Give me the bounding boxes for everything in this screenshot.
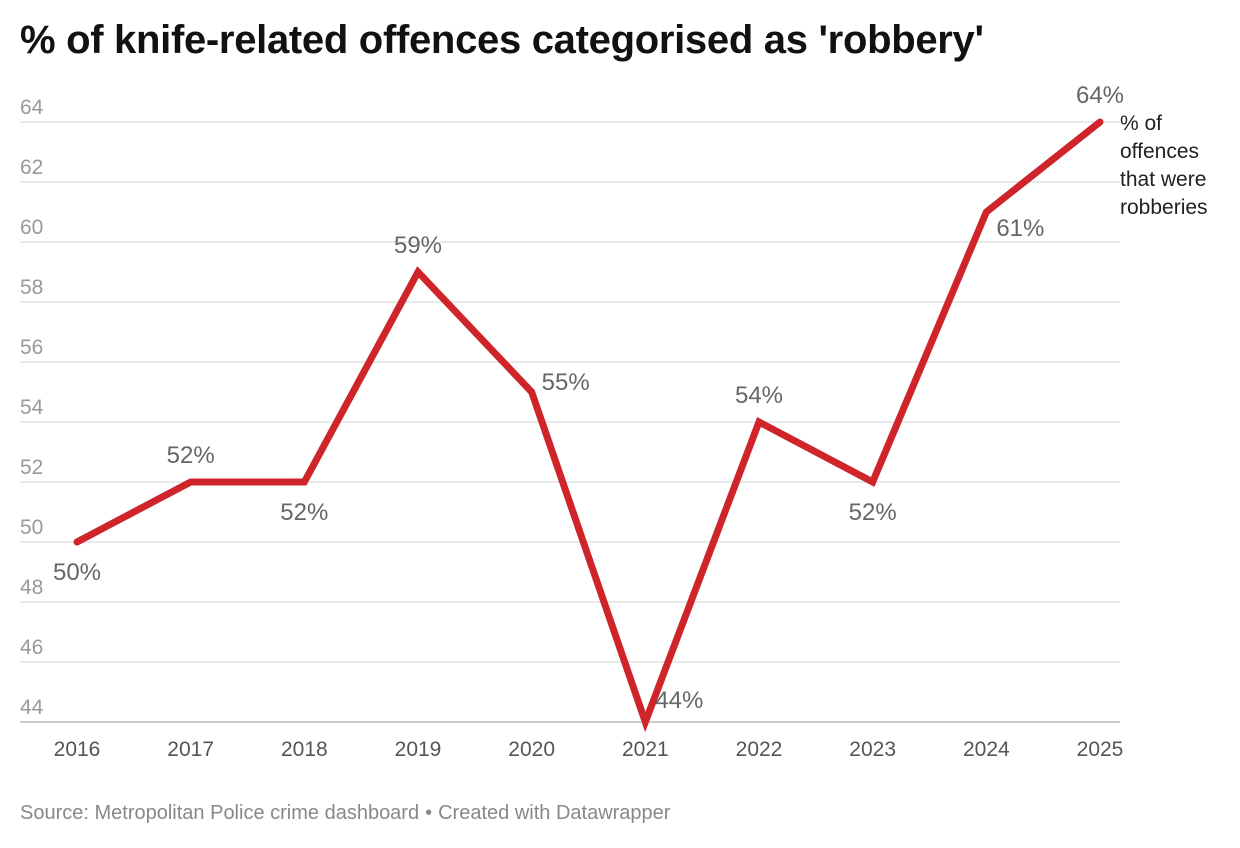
credit-text: Created with Datawrapper xyxy=(438,802,671,824)
x-tick-label: 2017 xyxy=(167,738,214,761)
x-tick-label: 2021 xyxy=(622,738,669,761)
y-tick-label: 54 xyxy=(20,396,44,419)
y-axis-ticks: 44 46 48 50 52 54 56 58 60 62 64 xyxy=(20,96,44,719)
data-point xyxy=(983,209,989,215)
data-label: 64% xyxy=(1076,82,1124,109)
y-tick-label: 46 xyxy=(20,636,43,659)
data-label: 52% xyxy=(280,499,328,526)
y-tick-label: 52 xyxy=(20,456,43,479)
data-label: 44% xyxy=(655,687,703,714)
gridlines xyxy=(20,121,1120,723)
data-point xyxy=(1097,119,1103,125)
data-point xyxy=(301,479,307,485)
legend-line: that were xyxy=(1120,168,1206,191)
data-point xyxy=(74,539,80,545)
legend-line: % of xyxy=(1120,112,1162,135)
series-legend: % of offences that were robberies xyxy=(1120,112,1208,219)
data-label: 61% xyxy=(996,215,1044,242)
y-tick-label: 50 xyxy=(20,516,43,539)
data-point xyxy=(870,479,876,485)
y-tick-label: 64 xyxy=(20,96,44,119)
data-labels: 50% 52% 52% 59% 55% 44% 54% 52% 61% 64% xyxy=(53,82,1124,714)
data-point xyxy=(529,389,535,395)
x-tick-label: 2025 xyxy=(1077,738,1124,761)
data-point xyxy=(756,419,762,425)
data-point xyxy=(642,719,648,725)
series-line xyxy=(73,118,1104,733)
separator: • xyxy=(425,802,433,824)
y-tick-label: 44 xyxy=(20,696,44,719)
x-tick-label: 2024 xyxy=(963,738,1010,761)
x-axis-ticks: 2016 2017 2018 2019 2020 2021 2022 2023 2024 2025 xyxy=(54,738,1124,761)
legend-line: offences xyxy=(1120,140,1199,163)
y-tick-label: 62 xyxy=(20,156,43,179)
x-tick-label: 2019 xyxy=(395,738,442,761)
y-tick-label: 60 xyxy=(20,216,43,239)
y-tick-label: 56 xyxy=(20,336,43,359)
x-tick-label: 2023 xyxy=(849,738,896,761)
data-point xyxy=(188,479,194,485)
data-point xyxy=(415,269,421,275)
data-label: 54% xyxy=(735,382,783,409)
x-tick-label: 2020 xyxy=(508,738,555,761)
data-label: 50% xyxy=(53,559,101,586)
source-text: Source: Metropolitan Police crime dashbo… xyxy=(20,802,420,824)
y-tick-label: 58 xyxy=(20,276,43,299)
x-tick-label: 2018 xyxy=(281,738,328,761)
data-label: 59% xyxy=(394,232,442,259)
x-tick-label: 2016 xyxy=(54,738,101,761)
series-group xyxy=(73,118,1104,733)
data-label: 52% xyxy=(849,499,897,526)
source-footer: Source: Metropolitan Police crime dashbo… xyxy=(20,802,670,825)
data-label: 52% xyxy=(167,442,215,469)
data-label: 55% xyxy=(542,369,590,396)
legend-line: robberies xyxy=(1120,196,1208,219)
chart-title: % of knife-related offences categorised … xyxy=(20,18,984,62)
y-tick-label: 48 xyxy=(20,576,43,599)
x-tick-label: 2022 xyxy=(736,738,783,761)
